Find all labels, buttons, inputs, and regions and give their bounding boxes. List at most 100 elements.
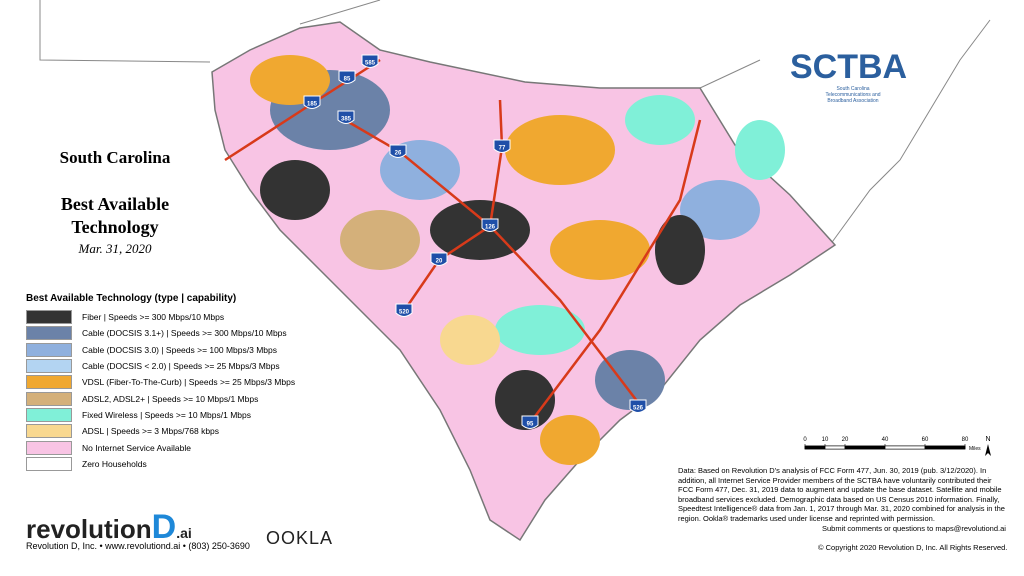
copyright: © Copyright 2020 Revolution D, Inc. All … [818,543,1008,552]
legend-item: No Internet Service Available [26,439,295,455]
scale-label: 10 [822,437,829,443]
coverage-area [495,305,585,355]
legend-item: ADSL2, ADSL2+ | Speeds >= 10 Mbps/1 Mbps [26,390,295,406]
shield [361,54,379,68]
legend-item: Cable (DOCSIS 3.0) | Speeds >= 100 Mbps/… [26,342,295,358]
scale-label: 0 [803,437,807,443]
legend-item: Cable (DOCSIS 3.1+) | Speeds >= 300 Mbps… [26,325,295,341]
north-label: N [985,436,990,443]
coverage-areas [250,55,785,465]
coverage-area [505,115,615,185]
interstate-label: 520 [399,310,410,316]
legend-title: Best Available Technology (type | capabi… [26,293,237,304]
scale-label: 60 [922,437,929,443]
coverage-area [735,120,785,180]
legend-label: ADSL | Speeds >= 3 Mbps/768 kbps [82,426,220,437]
title: South Carolina [59,148,171,167]
coverage-area [495,370,555,430]
legend-swatch [26,456,72,471]
coverage-area [260,160,330,220]
shield [337,110,355,124]
interstate-label: 585 [365,61,376,67]
shield [338,70,356,84]
legend-label: ADSL2, ADSL2+ | Speeds >= 10 Mbps/1 Mbps [82,393,259,404]
legend-item: VDSL (Fiber-To-The-Curb) | Speeds >= 25 … [26,374,295,390]
brand-d: D [151,508,177,546]
legend-swatch [26,391,72,406]
scale-segment [884,445,926,450]
data-note: Data: Based on Revolution D's analysis o… [678,466,1005,523]
interstate-label: 26 [395,151,402,157]
legend-item: ADSL | Speeds >= 3 Mbps/768 kbps [26,423,295,439]
shield [629,399,647,413]
scale-label: 40 [882,437,889,443]
scale-segment [924,445,966,450]
legend-swatch [26,407,72,422]
legend-label: Fiber | Speeds >= 300 Mbps/10 Mbps [82,312,225,323]
legend: Fiber | Speeds >= 300 Mbps/10 Mbps Cable … [26,309,295,472]
shield [521,415,539,429]
legend-swatch [26,310,72,325]
legend-label: No Internet Service Available [82,442,191,453]
shield [389,144,407,158]
legend-label: Fixed Wireless | Speeds >= 10 Mbps/1 Mbp… [82,409,251,420]
coverage-area [550,220,650,280]
interstate-label: 185 [307,102,318,108]
date: Mar. 31, 2020 [78,241,152,256]
legend-item: Fixed Wireless | Speeds >= 10 Mbps/1 Mbp… [26,407,295,423]
shield [430,252,448,266]
coverage-area [250,55,330,105]
sctba-logo: SCTBA [790,48,908,86]
legend-label: Zero Households [82,458,147,469]
shield [481,218,499,232]
scale-segment [824,445,846,450]
interstate-label: 85 [344,77,351,83]
legend-label: Cable (DOCSIS 3.1+) | Speeds >= 300 Mbps… [82,328,287,339]
brand-logo: revolutionD.ai [26,508,192,547]
north-arrow [985,444,991,456]
legend-item: Cable (DOCSIS < 2.0) | Speeds >= 25 Mbps… [26,358,295,374]
legend-swatch [26,359,72,374]
interstate-label: 95 [527,422,534,428]
border-line [39,0,991,246]
submit: Submit comments or questions to maps@rev… [822,524,1006,533]
scale-label: 20 [842,437,849,443]
coverage-area [625,95,695,145]
contact: Revolution D, Inc. • www.revolutiond.ai … [26,541,250,551]
legend-item: Fiber | Speeds >= 300 Mbps/10 Mbps [26,309,295,325]
title: Technology [71,217,159,237]
interstate-label: 77 [499,146,506,152]
interstate-label: 526 [633,406,644,412]
legend-label: Cable (DOCSIS 3.0) | Speeds >= 100 Mbps/… [82,344,277,355]
legend-label: VDSL (Fiber-To-The-Curb) | Speeds >= 25 … [82,377,296,388]
coverage-area [655,215,705,285]
ookla-logo: OOKLA [266,528,334,548]
legend-item: Zero Households [26,456,295,472]
shield [395,303,413,317]
title: Best Available [60,194,170,214]
neighbor-borders [39,0,991,246]
shield [493,139,511,153]
coverage-area [430,200,530,260]
legend-label: Cable (DOCSIS < 2.0) | Speeds >= 25 Mbps… [82,361,280,372]
scale-label: 80 [962,437,969,443]
highway [529,119,702,424]
brand-ai: .ai [176,525,192,541]
legend-swatch [26,424,72,439]
sctba-full: South Carolina Telecommunications and Br… [825,86,881,104]
coverage-area [540,415,600,465]
brand-name: revolution [26,514,152,544]
scale-segment [804,445,826,450]
scale-unit: Miles [969,446,981,452]
interstate-label: 385 [341,117,352,123]
coverage-area [680,180,760,240]
scale-segment [844,445,886,450]
shield [303,95,321,109]
legend-swatch [26,326,72,341]
legend-swatch [26,440,72,455]
coverage-area [340,210,420,270]
coverage-area [440,315,500,365]
interstate-label: 20 [436,259,443,265]
